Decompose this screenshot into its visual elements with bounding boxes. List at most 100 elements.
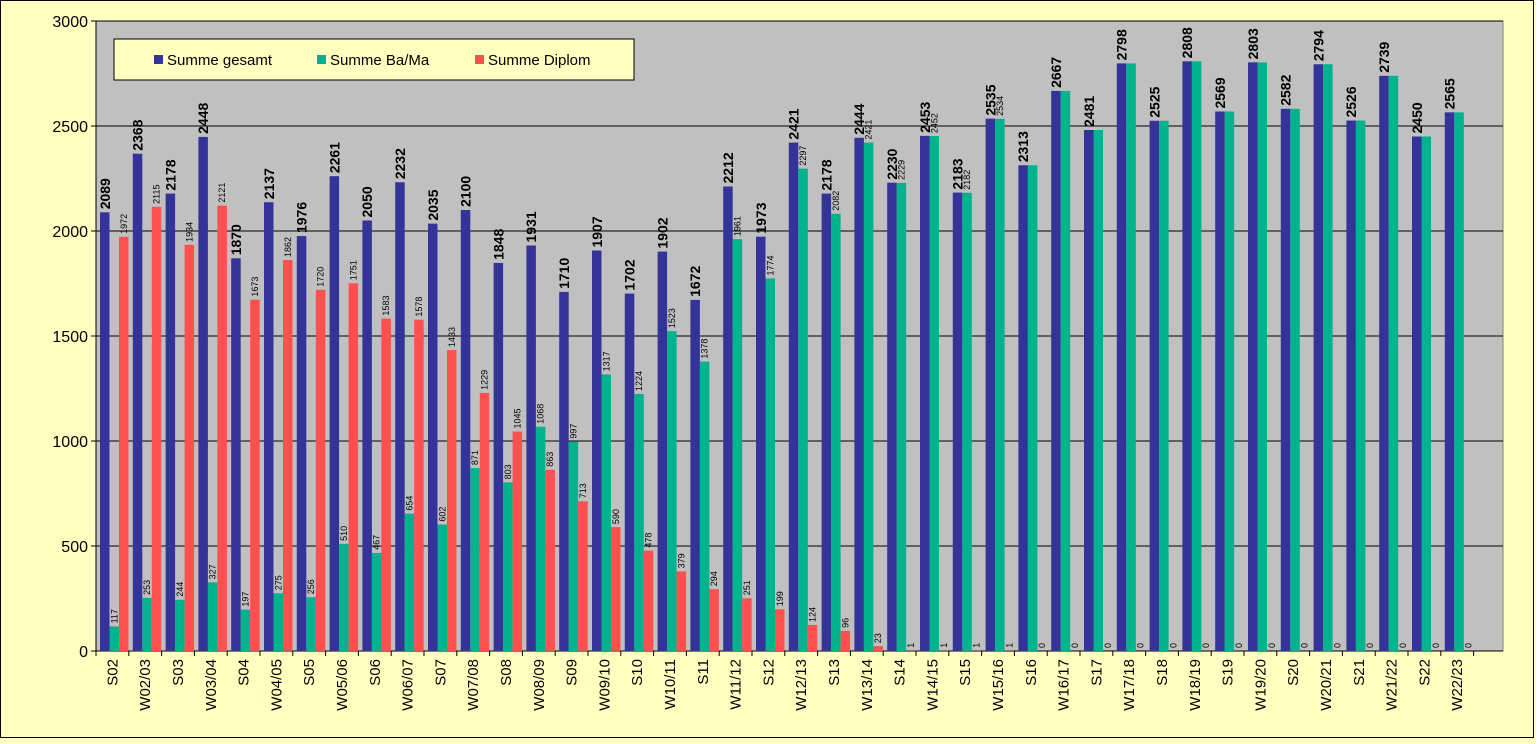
bar-summe-ba-ma xyxy=(1094,130,1104,651)
data-label-summe-diplom: 1862 xyxy=(283,237,293,257)
bar-summe-ba-ma xyxy=(1258,62,1268,651)
data-label-summe-ba-ma: 2421 xyxy=(864,120,874,140)
x-tick-label: S07 xyxy=(432,659,449,686)
data-label-summe-diplom: 1751 xyxy=(348,260,358,280)
bar-summe-ba-ma xyxy=(569,442,579,651)
x-tick-label: W07/08 xyxy=(465,659,482,711)
data-label-summe-diplom: 0 xyxy=(1464,643,1474,648)
bar-summe-diplom xyxy=(545,470,555,651)
y-tick-label: 2000 xyxy=(52,224,88,241)
x-tick-label: W05/06 xyxy=(334,659,351,711)
x-tick-label: W08/09 xyxy=(531,659,548,711)
bar-summe-gesamt xyxy=(690,300,700,651)
data-label-summe-diplom: 0 xyxy=(1103,643,1113,648)
bar-summe-ba-ma xyxy=(995,119,1005,651)
bar-summe-ba-ma xyxy=(602,374,612,651)
bar-summe-diplom xyxy=(841,631,851,651)
data-label-summe-diplom: 1 xyxy=(1004,643,1014,648)
x-tick-label: W10/11 xyxy=(662,659,679,710)
data-label-summe-ba-ma: 510 xyxy=(339,526,349,541)
data-label-summe-ba-ma: 253 xyxy=(142,580,152,595)
data-label-summe-diplom: 1 xyxy=(939,643,949,648)
bar-summe-ba-ma xyxy=(1028,165,1038,651)
x-tick-label: W21/22 xyxy=(1384,659,1401,711)
data-label-summe-diplom: 1229 xyxy=(480,370,490,390)
data-label-summe-diplom: 1583 xyxy=(381,296,391,316)
x-tick-label: S06 xyxy=(367,659,384,686)
legend-swatch-summe-diplom xyxy=(475,55,484,64)
data-label-summe-gesamt: 2526 xyxy=(1343,86,1359,117)
legend-label-summe-gesamt: Summe gesamt xyxy=(167,52,273,69)
bar-summe-gesamt xyxy=(920,136,930,651)
data-label-summe-diplom: 0 xyxy=(1070,643,1080,648)
data-label-summe-gesamt: 1848 xyxy=(490,229,506,260)
data-label-summe-gesamt: 2525 xyxy=(1146,86,1162,117)
bar-summe-diplom xyxy=(611,527,621,651)
bar-summe-ba-ma xyxy=(831,214,841,651)
x-tick-label: W13/14 xyxy=(859,659,876,711)
bar-summe-ba-ma xyxy=(1061,91,1071,651)
data-label-summe-diplom: 1673 xyxy=(250,277,260,297)
bar-summe-ba-ma xyxy=(208,582,218,651)
bar-summe-ba-ma xyxy=(1159,121,1169,651)
bar-summe-diplom xyxy=(316,290,326,651)
x-tick-label: W15/16 xyxy=(990,659,1007,711)
data-label-summe-gesamt: 2035 xyxy=(425,189,441,220)
bar-summe-diplom xyxy=(677,571,687,651)
bar-summe-diplom xyxy=(873,646,883,651)
data-label-summe-gesamt: 1672 xyxy=(687,266,703,297)
data-label-summe-gesamt: 2448 xyxy=(195,103,211,134)
bar-summe-gesamt xyxy=(494,263,504,651)
bar-summe-diplom xyxy=(250,300,260,651)
data-label-summe-ba-ma: 244 xyxy=(175,582,185,597)
bar-summe-gesamt xyxy=(231,258,241,651)
data-label-summe-ba-ma: 197 xyxy=(240,592,250,607)
bar-summe-ba-ma xyxy=(1389,76,1399,651)
data-label-summe-gesamt: 2050 xyxy=(359,186,375,217)
bar-summe-gesamt xyxy=(854,138,864,651)
data-label-summe-gesamt: 1710 xyxy=(556,258,572,289)
bar-summe-gesamt xyxy=(297,236,307,651)
x-tick-label: W14/15 xyxy=(924,659,941,711)
bar-summe-gesamt xyxy=(592,251,602,651)
bar-summe-gesamt xyxy=(756,237,766,651)
bar-summe-ba-ma xyxy=(405,514,415,651)
data-label-summe-gesamt: 2794 xyxy=(1310,30,1326,61)
data-label-summe-gesamt: 2582 xyxy=(1278,74,1294,105)
data-label-summe-gesamt: 2569 xyxy=(1212,77,1228,108)
data-label-summe-gesamt: 2368 xyxy=(130,119,146,150)
data-label-summe-diplom: 863 xyxy=(545,452,555,467)
data-label-summe-ba-ma: 256 xyxy=(306,579,316,594)
data-label-summe-diplom: 124 xyxy=(808,607,818,622)
bar-summe-ba-ma xyxy=(798,169,808,651)
data-label-summe-ba-ma: 2452 xyxy=(929,113,939,133)
bar-summe-ba-ma xyxy=(1290,109,1300,651)
bar-summe-gesamt xyxy=(789,143,799,651)
data-label-summe-gesamt: 1702 xyxy=(622,259,638,290)
x-tick-label: W17/18 xyxy=(1121,659,1138,711)
x-tick-label: S12 xyxy=(760,659,777,686)
x-tick-label: S13 xyxy=(826,659,843,686)
bar-summe-gesamt xyxy=(1445,112,1455,651)
data-label-summe-ba-ma: 1068 xyxy=(536,404,546,424)
data-label-summe-diplom: 0 xyxy=(1267,643,1277,648)
bar-summe-gesamt xyxy=(1084,130,1094,651)
bar-summe-ba-ma xyxy=(962,193,972,651)
bar-summe-gesamt xyxy=(953,193,963,651)
data-label-summe-diplom: 1045 xyxy=(512,409,522,429)
data-label-summe-diplom: 0 xyxy=(1365,643,1375,648)
data-label-summe-gesamt: 2137 xyxy=(261,168,277,199)
bar-summe-ba-ma xyxy=(700,362,710,651)
data-label-summe-diplom: 1972 xyxy=(119,214,129,234)
bar-summe-ba-ma xyxy=(897,183,907,651)
bar-summe-gesamt xyxy=(822,194,832,651)
x-tick-label: W02/03 xyxy=(137,659,154,711)
bar-summe-ba-ma xyxy=(1192,61,1202,651)
data-label-summe-gesamt: 2798 xyxy=(1114,29,1130,60)
bar-summe-diplom xyxy=(349,283,359,651)
x-tick-label: S16 xyxy=(1023,659,1040,686)
legend-label-summe-ba-ma: Summe Ba/Ma xyxy=(330,52,430,69)
x-tick-label: S11 xyxy=(695,659,712,685)
data-label-summe-diplom: 0 xyxy=(1201,643,1211,648)
